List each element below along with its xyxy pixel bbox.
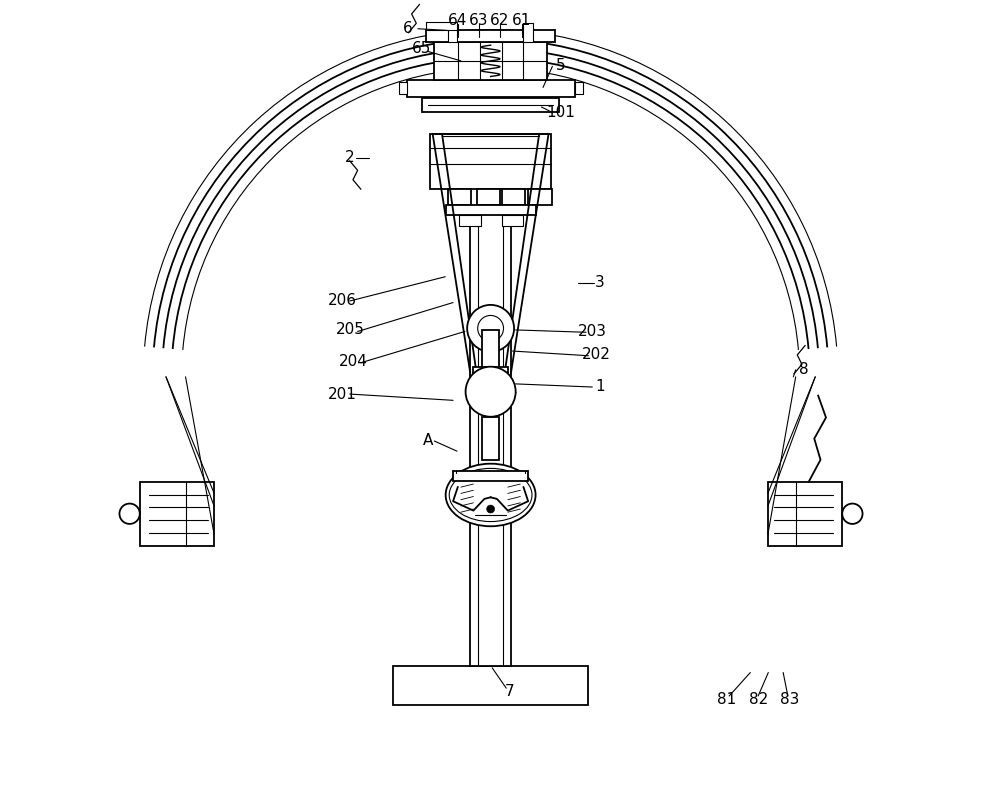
Bar <box>426 30 555 42</box>
Circle shape <box>487 505 495 513</box>
Bar <box>448 189 471 205</box>
Circle shape <box>842 503 863 524</box>
Bar <box>459 215 481 226</box>
Text: 82: 82 <box>749 692 768 706</box>
Bar <box>407 79 575 97</box>
Bar <box>483 346 498 356</box>
Bar <box>446 205 536 215</box>
Text: 5: 5 <box>556 58 566 73</box>
Text: 1: 1 <box>595 378 605 394</box>
Bar <box>502 189 525 205</box>
Text: 101: 101 <box>547 105 575 120</box>
Text: 81: 81 <box>717 692 736 706</box>
Bar <box>399 82 407 94</box>
Bar <box>393 666 588 706</box>
Text: 6: 6 <box>403 21 413 36</box>
Text: 2: 2 <box>345 151 355 166</box>
Text: 8: 8 <box>799 362 808 377</box>
Circle shape <box>467 305 514 352</box>
Bar <box>426 22 457 30</box>
Bar <box>528 189 552 205</box>
Bar <box>523 24 533 42</box>
Bar <box>768 482 842 546</box>
Bar <box>470 134 511 666</box>
Text: 201: 201 <box>328 386 356 402</box>
Text: 65: 65 <box>412 41 431 56</box>
Ellipse shape <box>449 469 532 521</box>
Bar <box>140 482 214 546</box>
Circle shape <box>119 503 140 524</box>
Bar <box>453 471 528 481</box>
Bar <box>477 189 500 205</box>
Text: A: A <box>423 433 433 448</box>
Bar <box>473 367 508 382</box>
Bar <box>434 42 547 79</box>
Text: 203: 203 <box>578 324 607 339</box>
Circle shape <box>466 367 516 417</box>
Text: 206: 206 <box>327 293 356 308</box>
Text: 205: 205 <box>335 323 364 338</box>
Circle shape <box>478 316 504 341</box>
Text: 83: 83 <box>780 692 799 706</box>
Bar <box>448 24 457 42</box>
Text: 204: 204 <box>339 354 367 369</box>
Bar <box>422 98 559 112</box>
Text: 64: 64 <box>448 13 467 28</box>
Text: 63: 63 <box>469 13 489 28</box>
Bar <box>482 330 499 375</box>
Bar <box>575 82 583 94</box>
Text: 61: 61 <box>512 13 532 28</box>
Ellipse shape <box>446 464 536 526</box>
Text: 62: 62 <box>490 13 510 28</box>
Bar <box>482 417 499 460</box>
Text: 3: 3 <box>595 276 605 290</box>
Bar <box>502 215 523 226</box>
Text: 7: 7 <box>505 684 514 699</box>
Text: 202: 202 <box>582 348 611 363</box>
Bar <box>430 134 551 189</box>
